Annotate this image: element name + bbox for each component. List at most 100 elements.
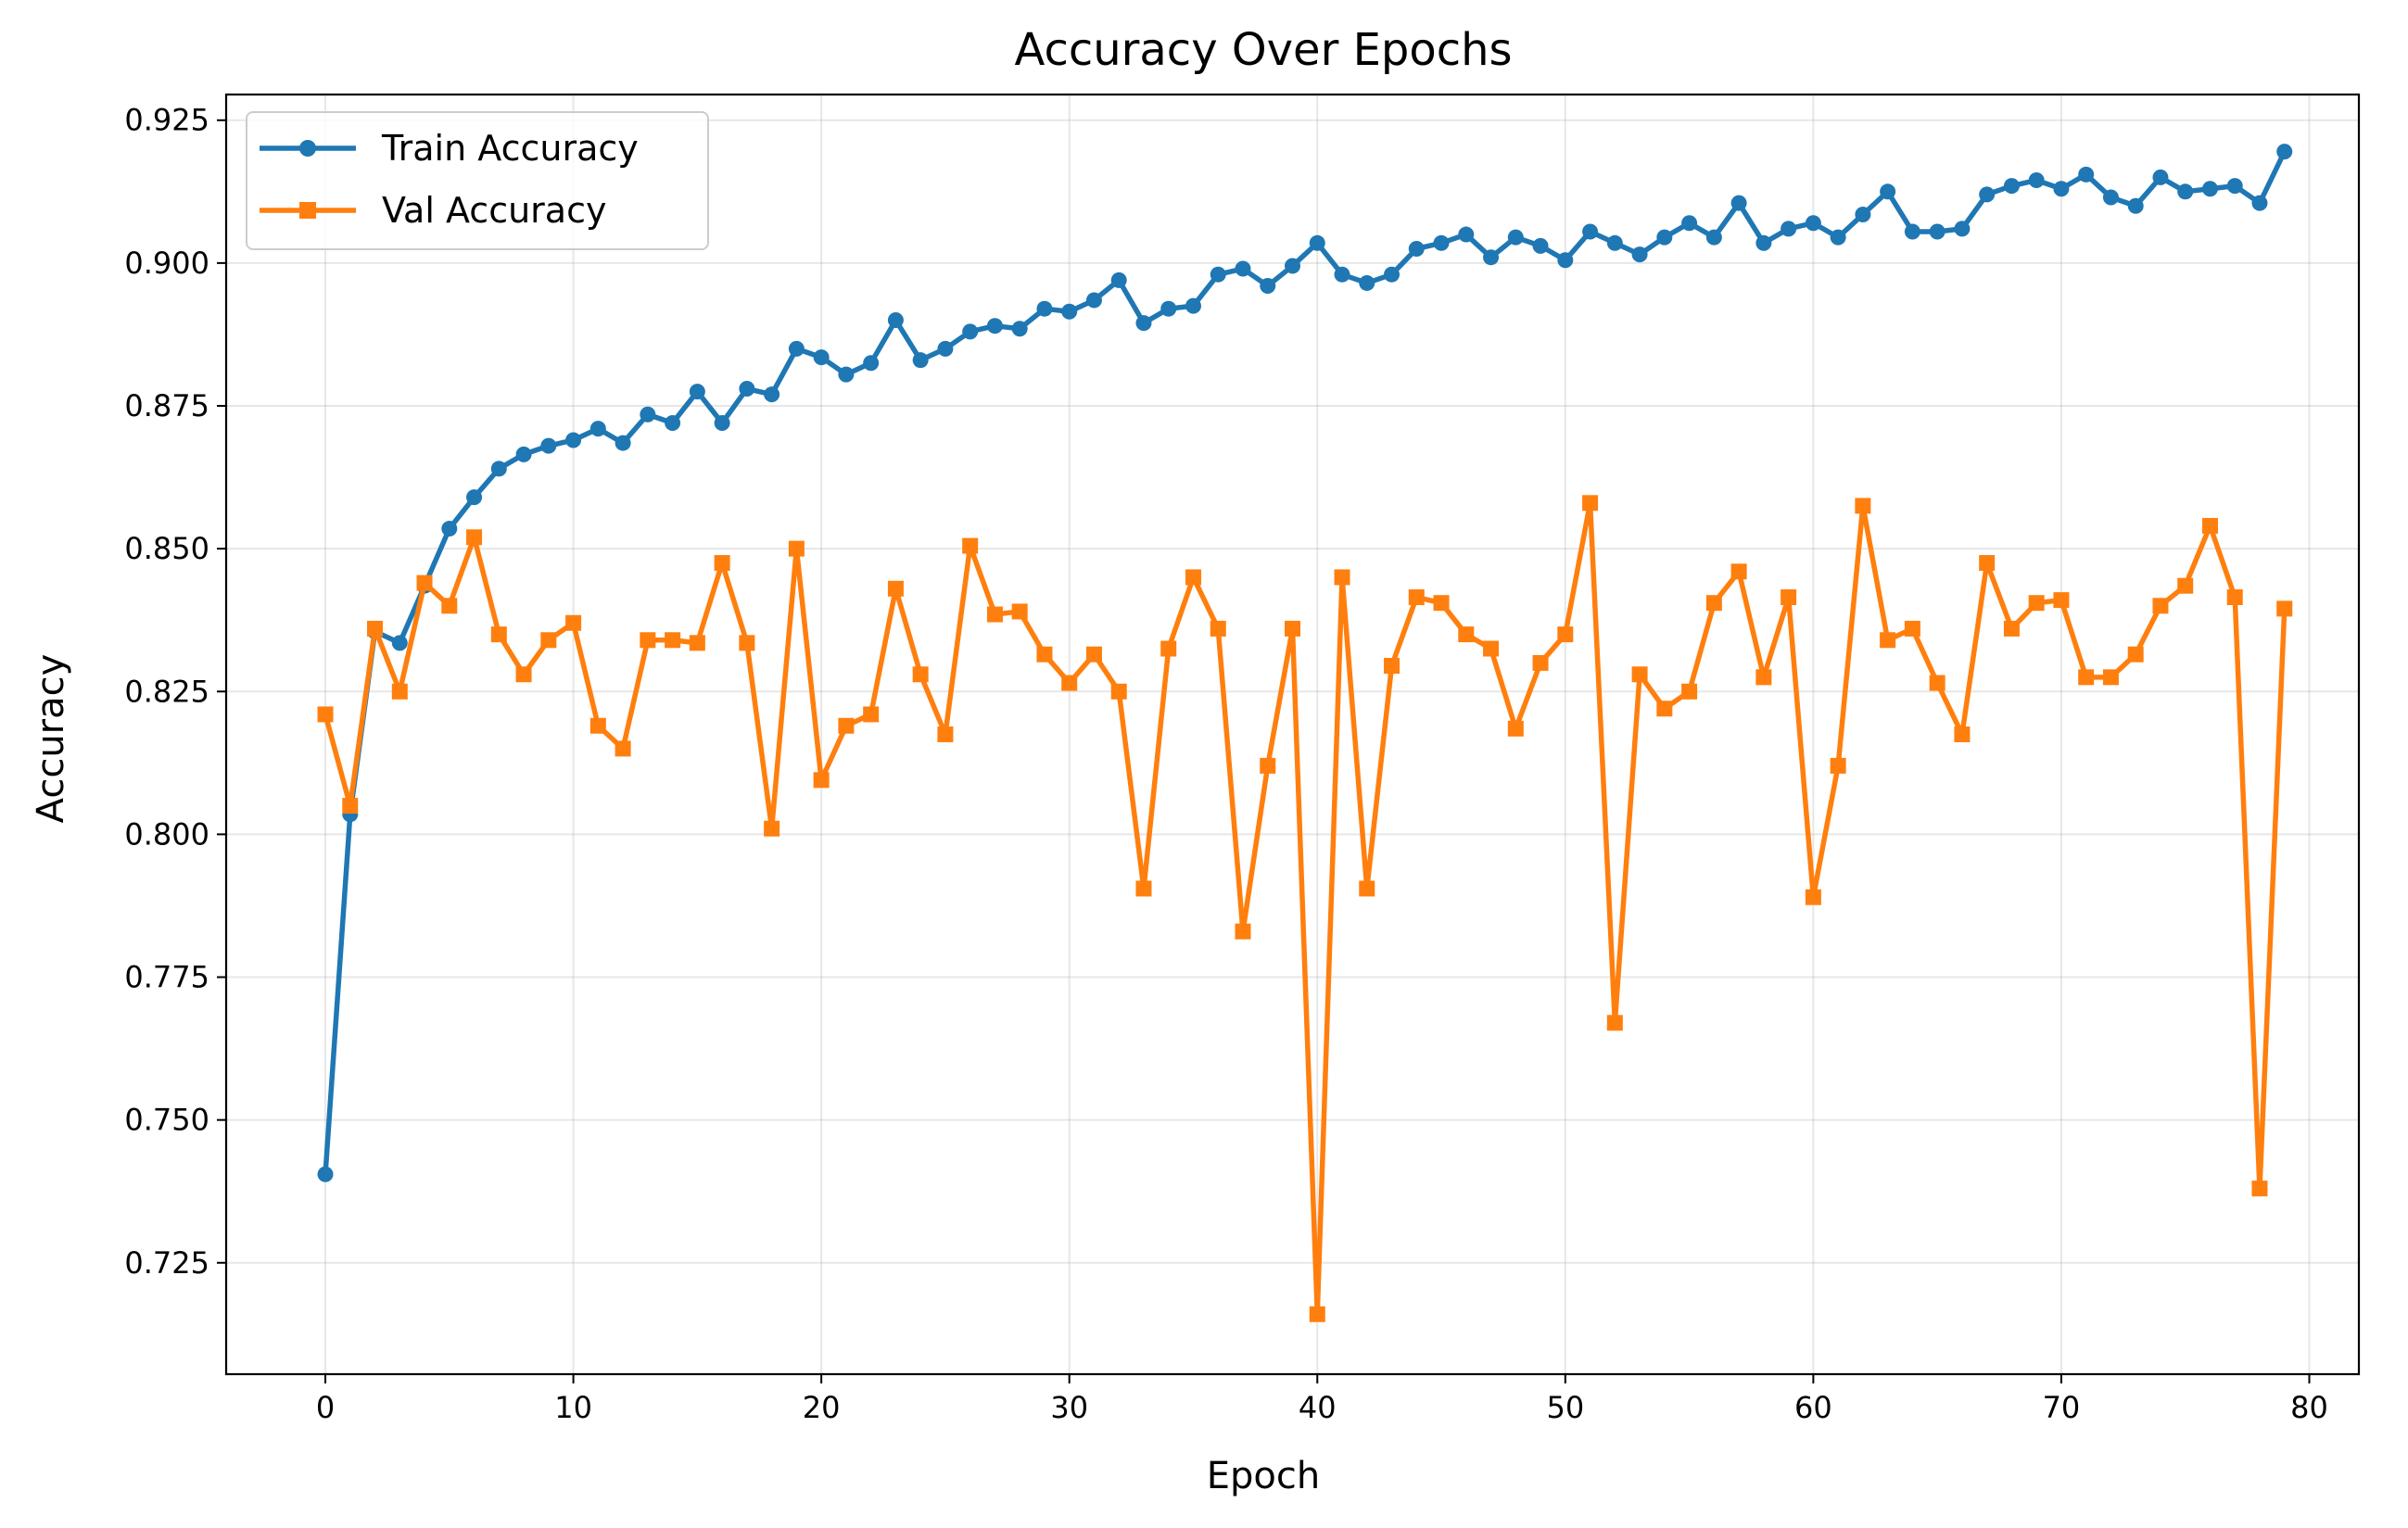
data-point (1260, 278, 1276, 295)
y-tick-label: 0.925 (124, 103, 209, 138)
data-point (1334, 266, 1350, 283)
data-point (1557, 626, 1574, 643)
data-point (1855, 206, 1871, 222)
data-point (1433, 234, 1450, 251)
data-point (540, 437, 557, 454)
data-point (1507, 229, 1524, 246)
data-point (1433, 595, 1450, 612)
data-point (1781, 589, 1797, 606)
data-point (1110, 683, 1127, 700)
legend-train-marker (299, 140, 316, 157)
data-point (2102, 669, 2119, 686)
data-point (1285, 258, 1300, 274)
data-point (2028, 171, 2045, 188)
data-point (689, 635, 705, 651)
data-point (1730, 563, 1747, 580)
data-point (1929, 223, 1945, 240)
x-axis-title: Epoch (1207, 1455, 1320, 1497)
data-point (2152, 169, 2169, 185)
data-point (490, 626, 507, 643)
data-point (1160, 640, 1177, 657)
x-tick-label: 80 (2290, 1390, 2328, 1425)
data-point (317, 706, 334, 723)
data-point (764, 386, 780, 403)
data-point (739, 635, 755, 651)
data-point (640, 406, 656, 423)
data-point (2003, 178, 2020, 195)
x-tick-label: 60 (1794, 1390, 1832, 1425)
data-point (813, 772, 830, 789)
y-tick-label: 0.775 (124, 960, 209, 995)
series-layer (317, 144, 2293, 1322)
y-tick-label: 0.850 (124, 531, 209, 566)
data-point (515, 446, 532, 462)
x-tick-label: 20 (803, 1390, 841, 1425)
legend-train-label: Train Accuracy (381, 128, 639, 169)
legend-frame (246, 111, 709, 250)
x-tick-label: 70 (2043, 1390, 2081, 1425)
data-point (1408, 589, 1425, 606)
data-point (1011, 603, 1028, 620)
legend-val-marker (299, 202, 316, 219)
data-point (764, 820, 780, 837)
data-point (441, 598, 458, 614)
legend: Train Accuracy Val Accuracy (246, 111, 709, 250)
data-point (2028, 595, 2045, 612)
data-point (2053, 592, 2070, 609)
data-point (665, 414, 681, 431)
data-point (2226, 178, 2243, 195)
data-point (1285, 620, 1300, 637)
data-point (1458, 626, 1475, 643)
data-point (1408, 240, 1425, 257)
data-point (1235, 923, 1251, 940)
data-point (1606, 234, 1623, 251)
data-point (1681, 215, 1698, 232)
data-point (1359, 880, 1375, 897)
data-point (1880, 632, 1896, 649)
series-train (317, 144, 2293, 1182)
y-tick-label: 0.900 (124, 246, 209, 281)
data-point (1135, 315, 1152, 332)
data-point (2078, 166, 2095, 183)
data-point (2102, 189, 2119, 206)
data-point (391, 635, 408, 651)
data-point (1135, 880, 1152, 897)
data-point (2152, 598, 2169, 614)
data-point (1656, 701, 1673, 717)
data-point (515, 666, 532, 683)
data-point (1532, 654, 1549, 671)
data-point (813, 349, 830, 366)
data-point (1557, 252, 1574, 269)
y-tick-label: 0.875 (124, 388, 209, 423)
data-point (962, 537, 979, 554)
data-point (1210, 620, 1226, 637)
data-point (1185, 297, 1201, 314)
data-point (1755, 234, 1772, 251)
data-point (962, 323, 979, 340)
data-point (540, 632, 557, 649)
data-point (1011, 321, 1028, 337)
data-point (1904, 620, 1920, 637)
data-point (615, 435, 631, 451)
data-point (1954, 221, 1971, 237)
legend-val-label: Val Accuracy (382, 190, 606, 231)
x-tick-label: 0 (316, 1390, 335, 1425)
data-point (466, 529, 483, 546)
data-point (665, 632, 681, 649)
data-point (589, 421, 606, 437)
data-point (342, 798, 359, 815)
data-point (1755, 669, 1772, 686)
data-point (2127, 197, 2144, 214)
data-point (714, 414, 730, 431)
data-point (589, 717, 606, 734)
y-tick-label: 0.725 (124, 1245, 209, 1281)
x-axis-ticks: 0 10 20 30 40 50 60 70 80 (316, 1374, 2328, 1425)
data-point (887, 312, 904, 329)
data-point (1061, 675, 1078, 691)
data-point (739, 381, 755, 398)
data-point (565, 432, 582, 448)
data-point (466, 489, 483, 506)
data-point (1384, 658, 1400, 675)
data-point (1705, 595, 1722, 612)
data-point (1582, 223, 1599, 240)
